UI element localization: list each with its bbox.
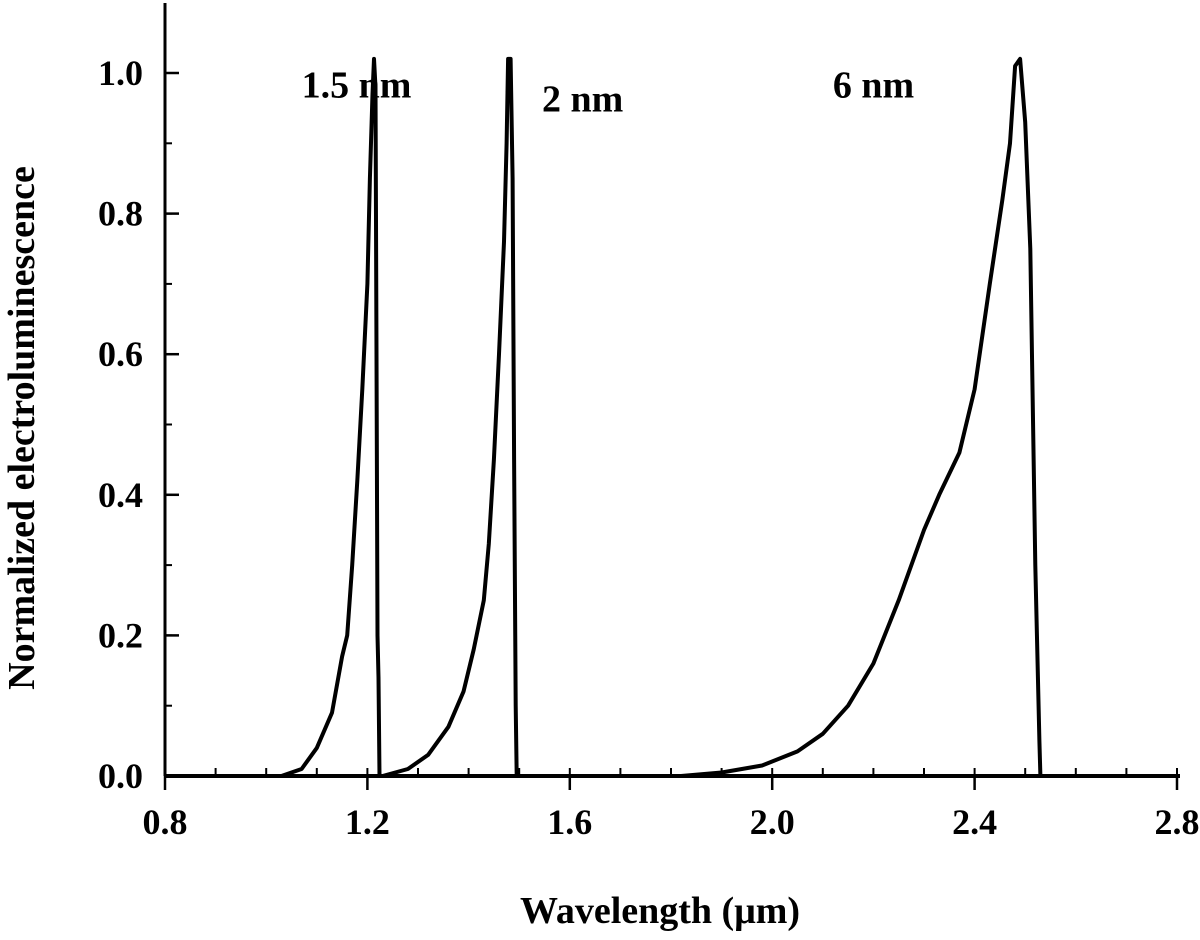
x-tick-label: 2.8 <box>1155 802 1200 842</box>
labels: Wavelength (μm) Normalized electrolumine… <box>1 65 914 932</box>
x-axis-label: Wavelength (μm) <box>520 890 800 932</box>
series-line-6-nm <box>165 56 1177 778</box>
y-tick-label: 0.6 <box>98 334 143 374</box>
axes <box>163 3 1180 778</box>
ticks: 0.0 0.2 0.4 0.6 0.8 1.0 0.8 1.2 1.6 2.0 2.4 2.8 <box>98 53 1200 842</box>
series-lines <box>165 56 1177 778</box>
x-tick-label: 1.2 <box>345 802 390 842</box>
y-tick-label: 0.2 <box>98 615 143 655</box>
x-tick-label: 2.4 <box>952 802 997 842</box>
series-label-1-5-nm: 1.5 nm <box>302 65 412 107</box>
y-axis-label: Normalized electroluminescence <box>1 166 43 690</box>
y-tick-label: 1.0 <box>98 53 143 93</box>
y-tick-label: 0.0 <box>98 756 143 796</box>
x-tick-label: 1.6 <box>547 802 592 842</box>
series-label-6-nm: 6 nm <box>833 65 914 107</box>
y-tick-label: 0.4 <box>98 475 143 515</box>
series-line-2-nm <box>165 56 1177 778</box>
series-line-1-5-nm <box>165 56 1177 778</box>
x-tick-label: 2.0 <box>750 802 795 842</box>
x-tick-label: 0.8 <box>143 802 188 842</box>
y-tick-label: 0.8 <box>98 194 143 234</box>
series-label-2-nm: 2 nm <box>542 79 623 121</box>
